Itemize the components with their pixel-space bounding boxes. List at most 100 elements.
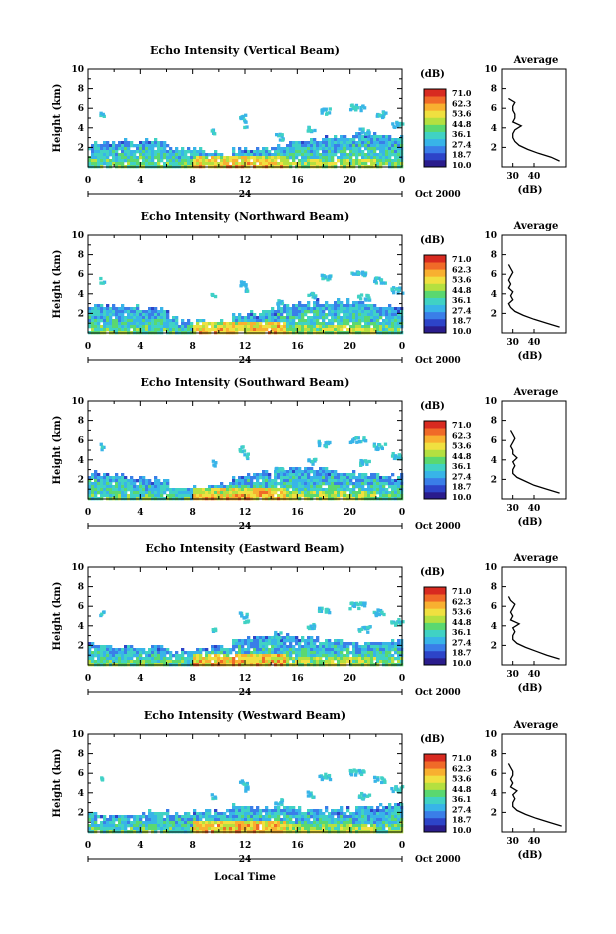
avg-y-tick-label: 6 bbox=[491, 602, 497, 612]
heatmap-cell bbox=[139, 476, 142, 479]
heatmap-cell bbox=[397, 639, 400, 642]
heatmap-cell bbox=[313, 316, 316, 319]
heatmap-cell bbox=[178, 657, 181, 660]
heatmap-cell bbox=[139, 156, 142, 159]
heatmap-cell bbox=[115, 476, 118, 479]
y-tick-label: 6 bbox=[78, 436, 84, 446]
heatmap-cell bbox=[259, 473, 262, 476]
heatmap-cell bbox=[169, 815, 172, 818]
heatmap-cell bbox=[373, 147, 376, 150]
heatmap-cell bbox=[247, 473, 250, 476]
heatmap-cell bbox=[100, 660, 103, 663]
heatmap-cell bbox=[283, 322, 286, 325]
heatmap-cell bbox=[301, 482, 304, 485]
heatmap-cell bbox=[283, 488, 286, 491]
heatmap-cell bbox=[193, 162, 196, 165]
heatmap-cell bbox=[292, 645, 295, 648]
colorbar-swatch bbox=[424, 139, 446, 146]
heatmap-cell bbox=[253, 153, 256, 156]
heatmap-cell bbox=[205, 488, 208, 491]
heatmap-cell bbox=[178, 818, 181, 821]
heatmap-cell bbox=[157, 322, 160, 325]
y-tick-label: 10 bbox=[71, 397, 84, 407]
heatmap-cell bbox=[124, 144, 127, 147]
heatmap-cell bbox=[118, 328, 121, 331]
heatmap-cell bbox=[322, 150, 325, 153]
heatmap-cell bbox=[202, 325, 205, 328]
heatmap-cell bbox=[199, 660, 202, 663]
heatmap-cell bbox=[151, 147, 154, 150]
heatmap-cell bbox=[130, 815, 133, 818]
heatmap-cell bbox=[286, 815, 289, 818]
heatmap-cell bbox=[394, 803, 397, 806]
heatmap-cell bbox=[376, 313, 379, 316]
heatmap-cell bbox=[118, 316, 121, 319]
heatmap-cell bbox=[181, 821, 184, 824]
heatmap-cell bbox=[256, 812, 259, 815]
heatmap-cell bbox=[313, 479, 316, 482]
heatmap-cell bbox=[289, 162, 292, 165]
heatmap-cell bbox=[367, 812, 370, 815]
heatmap-cell bbox=[355, 159, 358, 162]
heatmap-cell bbox=[154, 319, 157, 322]
heatmap-cell bbox=[349, 651, 352, 654]
heatmap-cell bbox=[298, 467, 301, 470]
heatmap-cell bbox=[304, 651, 307, 654]
heatmap-cell bbox=[334, 147, 337, 150]
heatmap-cell bbox=[367, 488, 370, 491]
heatmap-cell bbox=[388, 316, 391, 319]
heatmap-cell bbox=[259, 812, 262, 815]
heatmap-cell bbox=[343, 316, 346, 319]
heatmap-cell bbox=[346, 657, 349, 660]
heatmap-cell bbox=[370, 645, 373, 648]
heatmap-cell bbox=[247, 479, 250, 482]
heatmap-cell bbox=[361, 809, 364, 812]
heatmap-cell bbox=[151, 494, 154, 497]
heatmap-cell bbox=[364, 322, 367, 325]
heatmap-cell bbox=[331, 645, 334, 648]
heatmap-cell bbox=[385, 147, 388, 150]
chart-title: Echo Intensity (Vertical Beam) bbox=[150, 44, 340, 57]
heatmap-cell bbox=[106, 310, 109, 313]
heatmap-cell bbox=[238, 150, 241, 153]
heatmap-cell bbox=[205, 824, 208, 827]
heatmap-cell bbox=[322, 651, 325, 654]
heatmap-cell bbox=[340, 138, 343, 141]
heatmap-cell bbox=[241, 809, 244, 812]
heatmap-cell bbox=[247, 313, 250, 316]
heatmap-cell bbox=[244, 491, 247, 494]
heatmap-cell bbox=[118, 325, 121, 328]
heatmap-cell bbox=[325, 494, 328, 497]
heatmap-cell bbox=[118, 494, 121, 497]
heatmap-cell bbox=[109, 310, 112, 313]
heatmap-cell bbox=[136, 325, 139, 328]
heatmap-cell bbox=[358, 153, 361, 156]
heatmap-cell bbox=[250, 491, 253, 494]
heatmap-cell bbox=[232, 162, 235, 165]
heatmap-cell bbox=[346, 313, 349, 316]
heatmap-cell bbox=[319, 141, 322, 144]
heatmap-cell bbox=[307, 476, 310, 479]
heatmap-cell bbox=[357, 607, 360, 610]
heatmap-cell bbox=[358, 162, 361, 165]
heatmap-cell bbox=[313, 821, 316, 824]
heatmap-cell bbox=[382, 482, 385, 485]
heatmap-cell bbox=[337, 494, 340, 497]
heatmap-cell bbox=[361, 325, 364, 328]
heatmap-cell bbox=[274, 821, 277, 824]
heatmap-cell bbox=[115, 654, 118, 657]
heatmap-cell bbox=[349, 307, 352, 310]
heatmap-cell bbox=[112, 147, 115, 150]
heatmap-cell bbox=[328, 827, 331, 830]
heatmap-cell bbox=[394, 328, 397, 331]
heatmap-cell bbox=[295, 316, 298, 319]
heatmap-cell bbox=[205, 153, 208, 156]
heatmap-cell bbox=[229, 491, 232, 494]
heatmap-cell bbox=[292, 159, 295, 162]
heatmap-cell bbox=[319, 654, 322, 657]
heatmap-cell bbox=[166, 310, 169, 313]
heatmap-cell bbox=[388, 648, 391, 651]
heatmap-cell bbox=[307, 648, 310, 651]
heatmap-cell bbox=[325, 156, 328, 159]
heatmap-cell bbox=[268, 316, 271, 319]
